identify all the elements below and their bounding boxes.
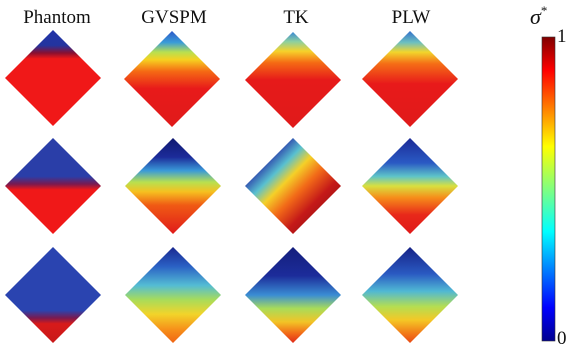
- column-title-plw: PLW: [391, 7, 431, 28]
- phantom-map-row-2: [5, 138, 101, 234]
- tk-map-row-1: [245, 32, 341, 128]
- colorbar: [541, 36, 556, 342]
- column-title-tk: TK: [283, 7, 309, 28]
- column-title-phantom: Phantom: [23, 7, 91, 28]
- plw-map-row-1: [362, 31, 458, 127]
- colorbar-title: σ*: [530, 3, 548, 29]
- colorbar-max-label: 1: [557, 26, 567, 47]
- phantom-map-row-1: [5, 30, 101, 126]
- gvspm-map-row-3: [125, 247, 221, 343]
- gvspm-map-row-1: [124, 31, 220, 127]
- tk-map-row-2: [245, 138, 341, 234]
- phantom-map-row-3: [5, 247, 101, 343]
- plw-map-row-3: [362, 247, 458, 343]
- gvspm-map-row-2: [125, 138, 221, 234]
- column-title-gvspm: GVSPM: [141, 7, 207, 28]
- tk-map-row-3: [245, 247, 341, 343]
- plw-map-row-2: [362, 138, 458, 234]
- colorbar-min-label: 0: [557, 328, 567, 349]
